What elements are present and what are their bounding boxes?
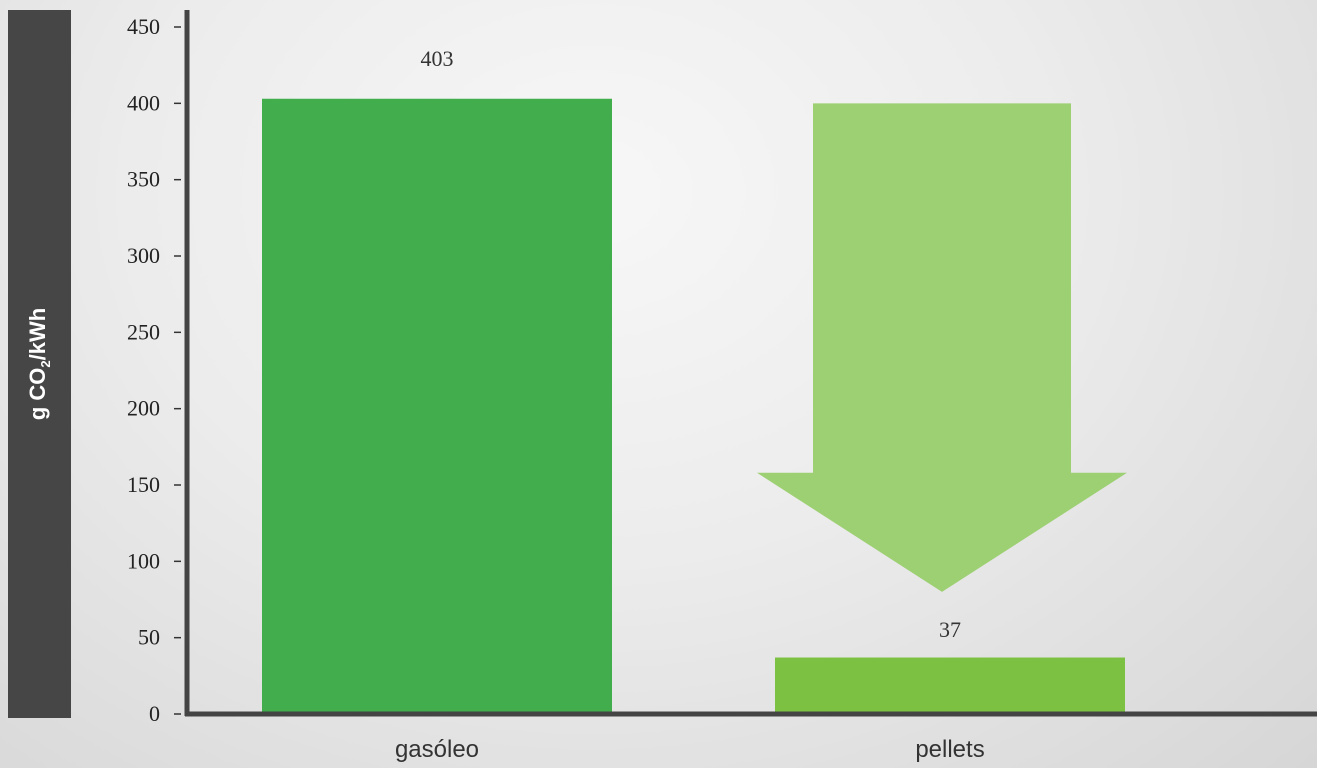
y-tick-label-50: 50	[138, 625, 160, 650]
y-tick-label-0: 0	[149, 701, 160, 726]
y-axis-label-panel	[8, 10, 71, 718]
value-label-gasoleo: 403	[421, 46, 454, 71]
y-tick-label-150: 150	[127, 472, 160, 497]
y-tick-label-350: 350	[127, 167, 160, 192]
y-tick-label-250: 250	[127, 319, 160, 344]
y-tick-label-200: 200	[127, 396, 160, 421]
x-category-label-gasoleo: gasóleo	[395, 736, 479, 763]
x-category-label-pellets: pellets	[915, 736, 984, 763]
reduction-arrow	[757, 103, 1127, 592]
y-tick-label-400: 400	[127, 90, 160, 115]
bar-pellets	[775, 657, 1125, 714]
bar-gasoleo	[262, 98, 612, 714]
y-tick-label-300: 300	[127, 243, 160, 268]
y-tick-label-450: 450	[127, 14, 160, 39]
value-label-pellets: 37	[939, 617, 961, 642]
y-tick-label-100: 100	[127, 548, 160, 573]
